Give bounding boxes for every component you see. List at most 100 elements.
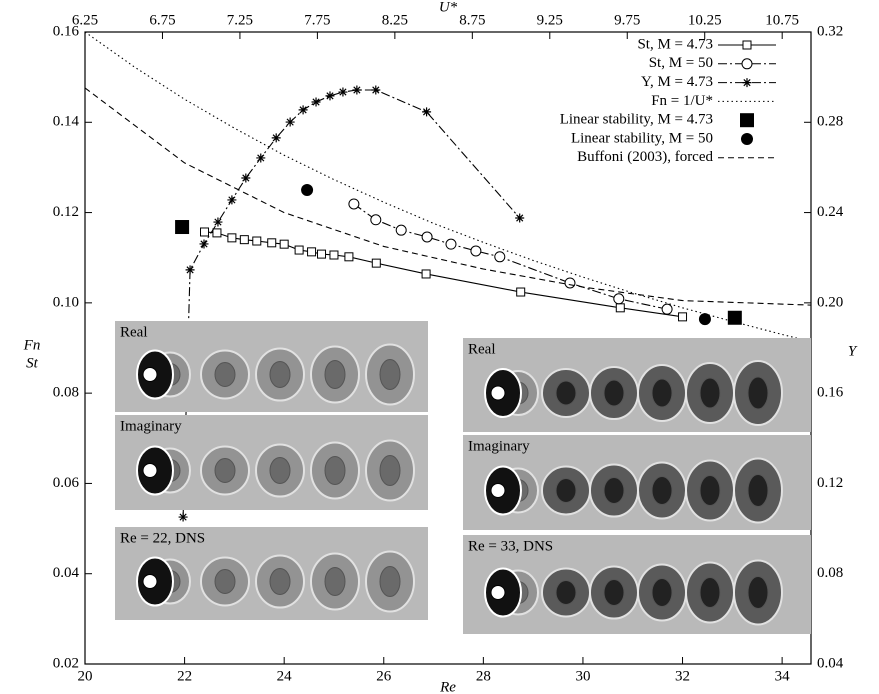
- y2-tick-label: 0.08: [817, 565, 843, 581]
- legend-label: Fn = 1/U*: [651, 93, 713, 109]
- x2-tick-label: 10.25: [688, 12, 722, 28]
- inset-blob: [214, 458, 236, 483]
- inset-blob: [651, 378, 673, 408]
- marker: [307, 247, 317, 257]
- inset-cylinder: [490, 385, 506, 401]
- y2-tick-label: 0.20: [817, 294, 843, 310]
- marker: [241, 173, 251, 183]
- marker: [740, 113, 754, 128]
- x-tick-label: 28: [476, 668, 491, 684]
- y2-tick-label: 0.24: [817, 204, 844, 220]
- y-tick-label: 0.14: [53, 114, 80, 130]
- inset-label: Real: [120, 324, 148, 340]
- inset-blob: [699, 377, 721, 409]
- marker: [698, 313, 711, 326]
- marker: [516, 287, 526, 297]
- inset-cylinder: [490, 483, 506, 498]
- marker: [370, 214, 382, 226]
- y-tick-label: 0.06: [53, 475, 80, 491]
- inset-image: Imaginary: [463, 435, 811, 530]
- inset-blob: [747, 576, 769, 609]
- x-tick-label: 32: [675, 668, 690, 684]
- marker: [212, 228, 222, 238]
- x2-tick-label: 9.75: [614, 12, 640, 28]
- marker: [727, 310, 742, 325]
- y2-tick-label: 0.04: [817, 655, 844, 671]
- y2-tick-label: 0.32: [817, 23, 843, 39]
- x-tick-label: 30: [575, 668, 590, 684]
- inset-label: Re = 22, DNS: [120, 530, 205, 546]
- series-line: [85, 87, 811, 306]
- inset-blob: [379, 455, 401, 486]
- y-tick-label: 0.02: [53, 655, 79, 671]
- marker: [741, 133, 753, 145]
- x2-tick-label: 6.25: [72, 12, 98, 28]
- marker: [298, 105, 308, 115]
- inset-blob: [699, 475, 721, 506]
- y2-axis-label: Y: [848, 343, 858, 359]
- inset-label: Real: [468, 341, 496, 357]
- marker: [175, 220, 190, 235]
- marker: [227, 233, 237, 243]
- inset-blob: [379, 359, 401, 390]
- marker: [371, 258, 381, 268]
- inset-blob: [379, 566, 401, 597]
- inset-blob: [651, 476, 673, 505]
- inset-blob: [214, 569, 236, 594]
- inset-image: Imaginary: [115, 415, 428, 510]
- marker: [200, 227, 210, 237]
- marker: [227, 195, 237, 205]
- inset-blob: [651, 578, 673, 607]
- inset-blob: [555, 478, 577, 503]
- inset-cylinder: [142, 574, 158, 589]
- marker: [661, 303, 673, 315]
- marker: [395, 224, 407, 236]
- legend-label: Y, M = 4.73: [641, 74, 713, 90]
- marker: [271, 133, 281, 143]
- y-tick-label: 0.08: [53, 385, 79, 401]
- x2-tick-label: 8.75: [459, 12, 485, 28]
- y2-tick-label: 0.28: [817, 114, 843, 130]
- x2-axis-label: U*: [439, 0, 458, 15]
- marker: [317, 249, 327, 259]
- x2-tick-label: 10.75: [765, 12, 799, 28]
- marker: [199, 239, 209, 249]
- inset-blob: [214, 362, 236, 387]
- marker: [178, 512, 188, 522]
- inset-blob: [269, 457, 291, 484]
- marker: [348, 198, 360, 210]
- y2-tick-label: 0.16: [817, 385, 844, 401]
- marker: [301, 184, 314, 196]
- x2-tick-label: 7.75: [304, 12, 330, 28]
- inset-blob: [603, 379, 625, 407]
- marker: [311, 97, 321, 107]
- x2-tick-label: 8.25: [382, 12, 408, 28]
- inset-blob: [555, 580, 577, 605]
- x2-tick-label: 6.75: [149, 12, 175, 28]
- x-tick-label: 26: [376, 668, 392, 684]
- inset-cylinder: [490, 585, 506, 600]
- marker: [494, 251, 506, 263]
- marker: [742, 40, 752, 50]
- legend: St, M = 4.73 St, M = 50 Y, M = 4.73 Fn = 1/…: [560, 36, 776, 165]
- x-axis-label: Re: [439, 679, 456, 694]
- inset-blob: [324, 360, 346, 389]
- marker: [470, 245, 482, 257]
- x-tick-label: 20: [78, 668, 93, 684]
- inset-blob: [269, 361, 291, 388]
- inset-image: Real: [115, 321, 428, 412]
- marker: [742, 78, 752, 88]
- marker: [613, 293, 625, 305]
- inset-blob: [699, 577, 721, 608]
- marker: [422, 107, 432, 117]
- inset-blob: [324, 567, 346, 596]
- y-axis-label: Fn: [23, 337, 41, 353]
- legend-label: Linear stability, M = 50: [571, 130, 713, 146]
- inset-blob: [603, 477, 625, 504]
- legend-label: St, M = 4.73: [637, 36, 713, 52]
- marker: [185, 265, 195, 275]
- marker: [615, 303, 625, 313]
- inset-blob: [324, 456, 346, 485]
- x-tick-label: 24: [277, 668, 293, 684]
